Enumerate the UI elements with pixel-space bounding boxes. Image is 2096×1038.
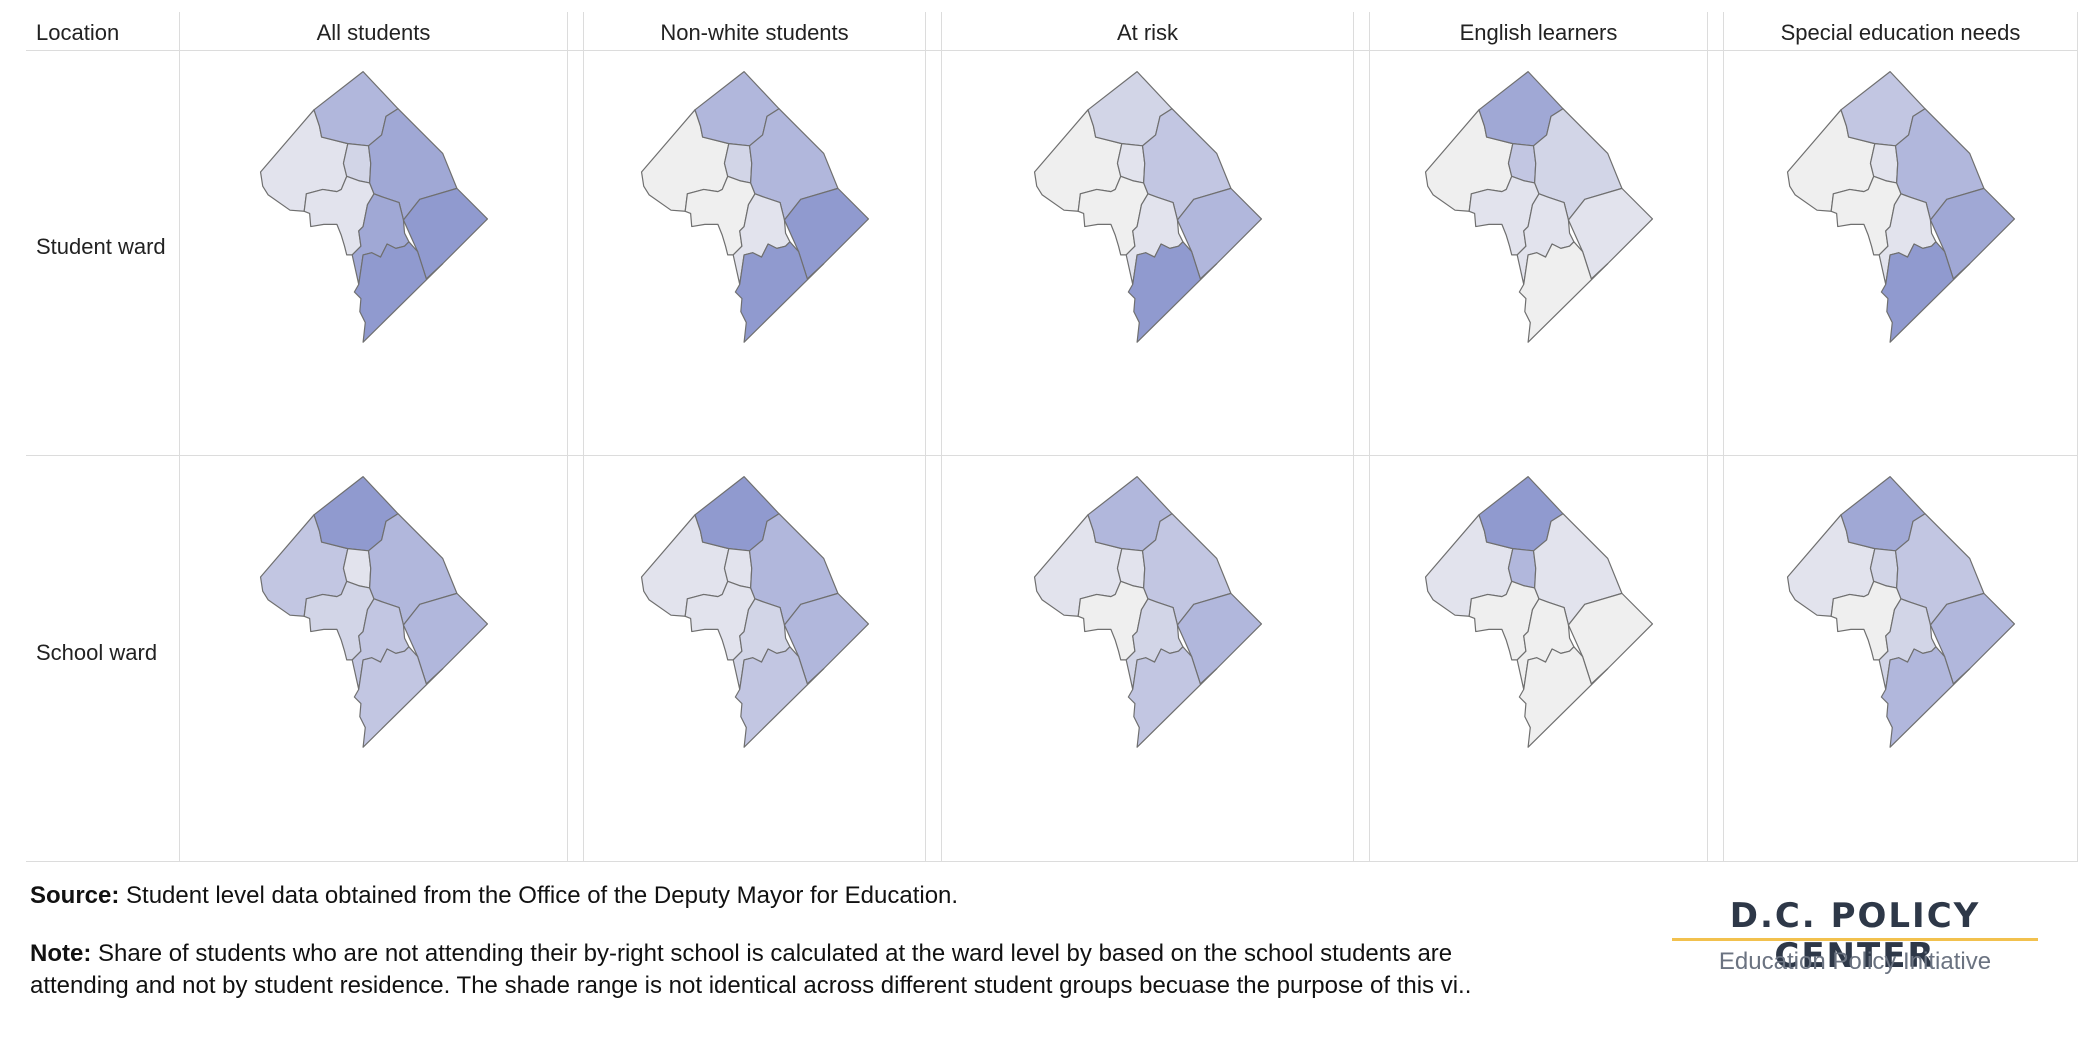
dc-ward-map: [259, 71, 488, 343]
column-divider: [941, 12, 942, 862]
dc-ward-map: [640, 71, 869, 343]
source-label: Source:: [30, 882, 120, 909]
note-block: Note: Share of students who are not atte…: [30, 938, 1471, 1002]
column-header-english-learners: English learners: [1459, 20, 1618, 45]
map-school-ward-non-white-students: [635, 476, 875, 750]
ward-8-region: [353, 241, 443, 343]
map-student-ward-special-education-needs: [1781, 71, 2021, 345]
dc-ward-map: [259, 476, 488, 748]
map-school-ward-special-education-needs: [1781, 476, 2021, 750]
header-divider: [26, 50, 2078, 51]
ward-8-region: [1127, 646, 1217, 748]
dc-ward-map: [1424, 71, 1653, 343]
column-header-non-white-students: Non-white students: [660, 20, 849, 45]
note-line-1: Note: Share of students who are not atte…: [30, 938, 1471, 970]
map-student-ward-non-white-students: [635, 71, 875, 345]
ward-8-region: [1518, 241, 1608, 343]
map-school-ward-all-students: [254, 476, 494, 750]
source-text: Student level data obtained from the Off…: [119, 882, 959, 909]
ward-8-region: [1518, 646, 1608, 748]
ward-8-region: [734, 241, 824, 343]
column-divider: [2077, 12, 2078, 862]
map-student-ward-all-students: [254, 71, 494, 345]
dc-ward-map: [1033, 71, 1262, 343]
column-divider: [1723, 12, 1724, 862]
row-label-student-ward: Student ward: [36, 234, 166, 259]
column-header-all-students: All students: [316, 20, 431, 45]
map-student-ward-at-risk: [1028, 71, 1268, 345]
ward-8-region: [734, 646, 824, 748]
logo-title: D.C. POLICY CENTER: [1729, 896, 1981, 976]
dc-ward-map: [1786, 71, 2015, 343]
column-divider: [583, 12, 584, 862]
column-header-special-education-needs: Special education needs: [1780, 20, 2021, 45]
column-divider: [567, 12, 568, 862]
map-school-ward-at-risk: [1028, 476, 1268, 750]
row-label-school-ward: School ward: [36, 640, 158, 665]
logo-underline: [1672, 938, 2038, 941]
column-divider: [1707, 12, 1708, 862]
dc-ward-map: [1786, 476, 2015, 748]
map-student-ward-english-learners: [1419, 71, 1659, 345]
ward-8-region: [1880, 646, 1970, 748]
column-divider: [1353, 12, 1354, 862]
logo-subtitle: Education Policy Initiative: [1718, 948, 1992, 975]
note-text: Share of students who are not attending …: [91, 940, 1453, 967]
ward-8-region: [1880, 241, 1970, 343]
dc-ward-map: [1424, 476, 1653, 748]
row-divider: [26, 455, 2078, 456]
dc-ward-map: [640, 476, 869, 748]
note-line-2: attending and not by student residence. …: [30, 972, 1472, 999]
column-divider: [1369, 12, 1370, 862]
column-divider: [179, 12, 180, 862]
ward-8-region: [1127, 241, 1217, 343]
source-line: Source: Student level data obtained from…: [30, 880, 958, 912]
ward-8-region: [353, 646, 443, 748]
bottom-border: [26, 861, 2078, 862]
location-header: Location: [36, 20, 120, 45]
note-label: Note:: [30, 940, 92, 967]
choropleth-grid: Location All students Non-white students…: [26, 12, 2078, 862]
dc-ward-map: [1033, 476, 1262, 748]
column-divider: [925, 12, 926, 862]
column-header-at-risk: At risk: [1116, 20, 1179, 45]
map-school-ward-english-learners: [1419, 476, 1659, 750]
